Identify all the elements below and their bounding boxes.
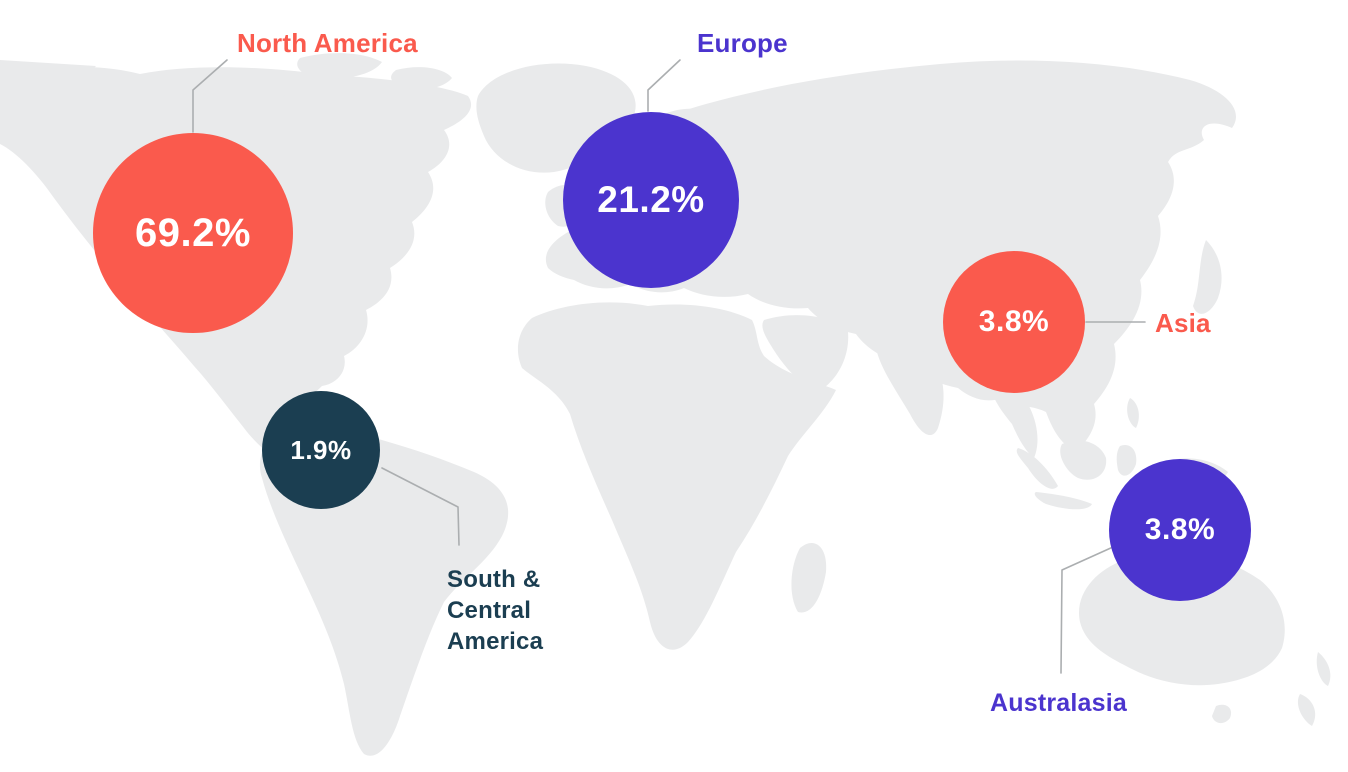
region-label-south-central-america: South & Central America (447, 566, 544, 655)
islands-japan (1193, 240, 1222, 314)
continent-australia (1079, 550, 1285, 686)
bubble-south-central-america: 1.9% (262, 391, 380, 509)
bubble-value-australasia: 3.8% (1144, 513, 1216, 546)
islands-philippines (1127, 398, 1139, 428)
continent-south-america (259, 427, 509, 756)
region-label-north-america: North America (237, 28, 418, 58)
peninsula-india (876, 343, 944, 436)
island-borneo (1060, 440, 1107, 480)
island-tasmania (1212, 704, 1232, 724)
bubble-europe: 21.2% (563, 112, 739, 288)
peninsula-arabia (762, 315, 849, 392)
bubble-value-europe: 21.2% (597, 179, 705, 220)
bubble-asia: 3.8% (943, 251, 1085, 393)
islands-new-zealand (1297, 652, 1331, 726)
bubble-value-asia: 3.8% (978, 305, 1050, 338)
peninsula-indochina (990, 384, 1038, 458)
region-label-europe: Europe (697, 28, 788, 58)
islands-canadian-arctic (246, 53, 452, 99)
bubble-australasia: 3.8% (1109, 459, 1251, 601)
continent-africa (517, 302, 836, 650)
region-label-australasia: Australasia (990, 689, 1127, 717)
bubble-north-america: 69.2% (93, 133, 293, 333)
bubble-value-north-america: 69.2% (135, 210, 251, 255)
leader-line-australasia (1060, 546, 1114, 674)
island-sulawesi (1116, 444, 1137, 476)
leader-line-north-america (192, 59, 228, 133)
island-java (1034, 492, 1092, 510)
leader-line-europe (647, 59, 681, 112)
region-label-asia: Asia (1155, 308, 1211, 338)
island-sumatra (1016, 448, 1058, 489)
leader-line-south-central-america (381, 467, 460, 546)
island-madagascar (791, 542, 827, 613)
bubble-value-south-central-america: 1.9% (290, 434, 352, 465)
